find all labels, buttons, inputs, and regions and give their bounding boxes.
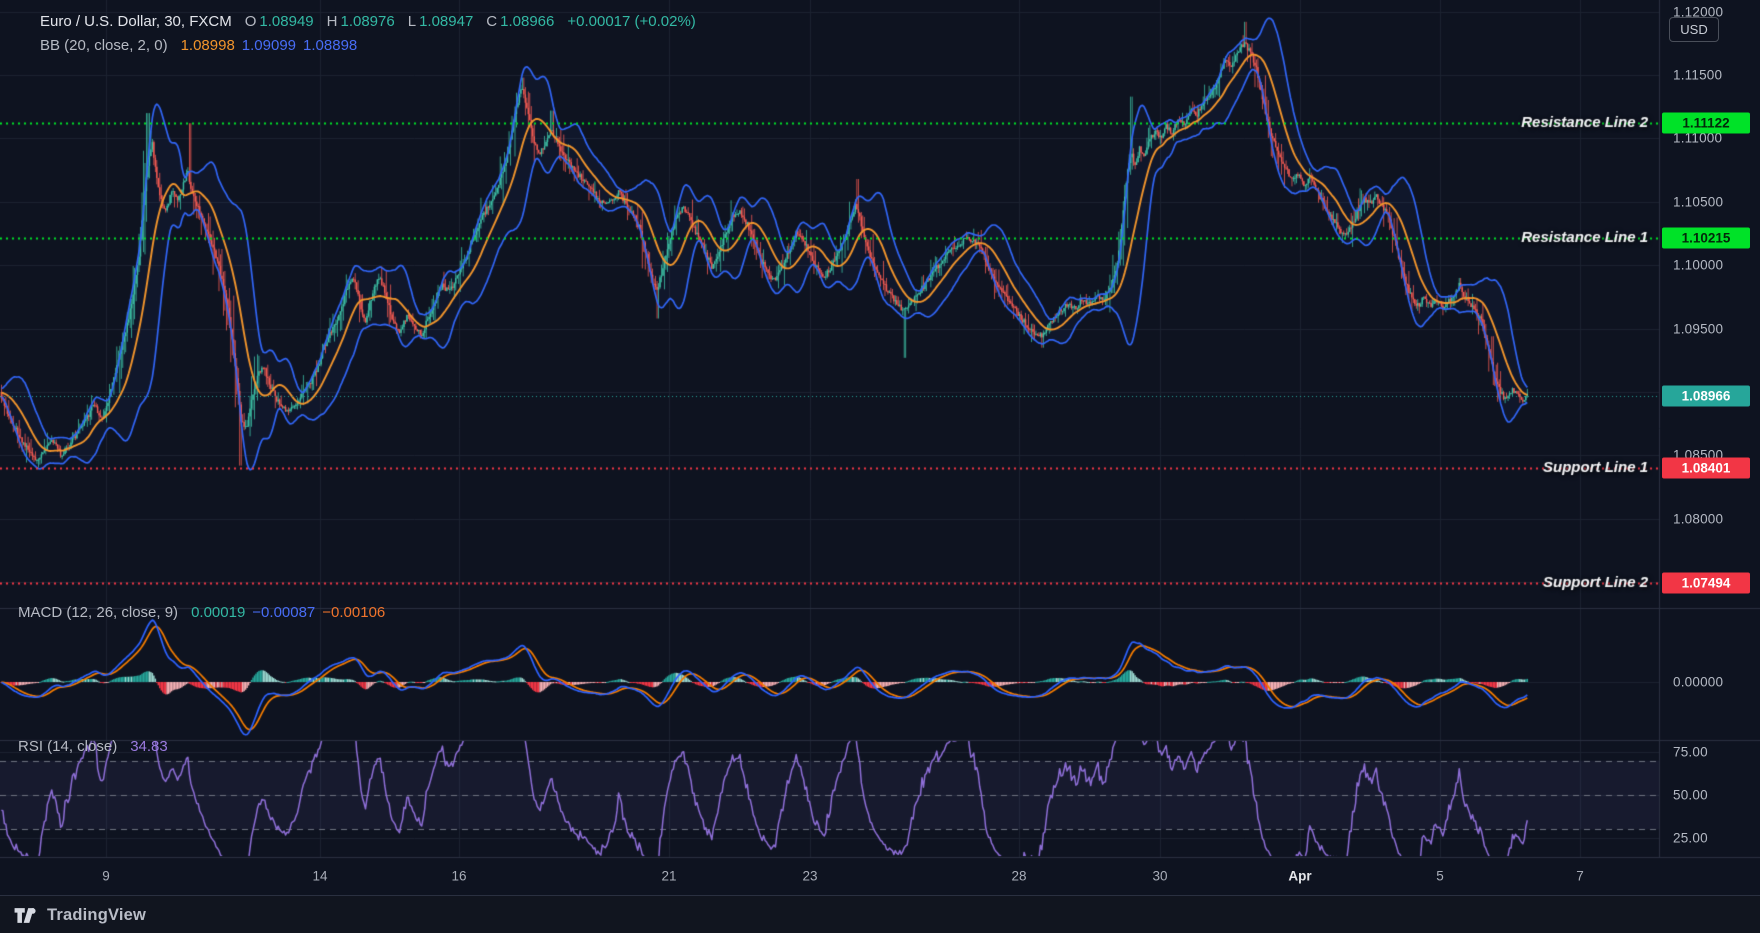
price-tick-1.08000: 1.08000: [1673, 511, 1724, 527]
macd-signal-value: −0.00106: [322, 604, 386, 621]
price-tick-1.11000: 1.11000: [1673, 130, 1723, 146]
price-axis[interactable]: USD 1.12000 1.11500 1.11000 1.10500 1.10000 1…: [1660, 0, 1760, 895]
rsi-legend[interactable]: RSI (14, close) 34.83: [18, 738, 168, 755]
macd-hist-value: 0.00019: [191, 604, 246, 621]
support-line-1-badge: 1.08401: [1662, 457, 1750, 479]
macd-zero-tick: 0.00000: [1673, 674, 1724, 690]
price-tick-1.09500: 1.09500: [1673, 321, 1724, 337]
close-label: C: [486, 13, 498, 30]
bb-label: BB (20, close, 2, 0): [40, 37, 168, 54]
macd-line-value: −0.00087: [252, 604, 316, 621]
high-label: H: [326, 13, 338, 30]
rsi-label: RSI (14, close): [18, 738, 118, 755]
open-label: O: [244, 13, 257, 30]
time-tick-16: 16: [451, 868, 467, 884]
price-tick-1.12000: 1.12000: [1673, 4, 1724, 20]
time-tick-7: 7: [1576, 868, 1584, 884]
bb-basis-value: 1.08998: [180, 37, 235, 54]
high-value: 1.08976: [340, 13, 395, 30]
rsi-tick-75.00: 75.00: [1673, 744, 1708, 760]
time-tick-14: 14: [312, 868, 328, 884]
time-tick-30: 30: [1152, 868, 1168, 884]
rsi-value: 34.83: [130, 738, 168, 755]
time-tick-28: 28: [1011, 868, 1027, 884]
rsi-tick-50.00: 50.00: [1673, 787, 1708, 803]
support-line-2-badge: 1.07494: [1662, 572, 1750, 594]
resistance-line-1-badge: 1.10215: [1662, 227, 1750, 249]
macd-label: MACD (12, 26, close, 9): [18, 604, 179, 621]
time-axis[interactable]: 9 14 16 21 23 28 30 Apr 5 7: [0, 857, 1760, 895]
last-price-badge: 1.08966: [1662, 385, 1750, 407]
symbol-title: Euro / U.S. Dollar, 30, FXCM: [40, 13, 232, 30]
time-tick-9: 9: [102, 868, 110, 884]
resistance-line-2-badge: 1.11122: [1662, 112, 1750, 134]
time-tick-5: 5: [1436, 868, 1444, 884]
open-value: 1.08949: [259, 13, 314, 30]
bb-upper-value: 1.09099: [241, 37, 297, 54]
footer-bar: TradingView: [0, 895, 1760, 933]
time-tick-Apr: Apr: [1288, 868, 1312, 884]
tradingview-logo-icon: [14, 907, 36, 923]
low-label: L: [407, 13, 417, 30]
rsi-tick-25.00: 25.00: [1673, 830, 1708, 846]
tradingview-logo-text: TradingView: [47, 905, 147, 924]
price-tick-1.10500: 1.10500: [1673, 194, 1724, 210]
bb-lower-value: 1.08898: [303, 37, 358, 54]
currency-badge: USD: [1669, 17, 1719, 42]
price-tick-1.10000: 1.10000: [1673, 257, 1724, 273]
low-value: 1.08947: [419, 13, 474, 30]
time-tick-23: 23: [802, 868, 818, 884]
tradingview-logo[interactable]: TradingView: [14, 906, 146, 925]
price-tick-1.11500: 1.11500: [1673, 67, 1723, 83]
time-tick-21: 21: [661, 868, 677, 884]
change-value: +0.00017 (+0.02%): [567, 13, 696, 30]
macd-legend[interactable]: MACD (12, 26, close, 9) 0.00019 −0.00087…: [18, 604, 385, 621]
close-value: 1.08966: [500, 13, 555, 30]
bb-legend[interactable]: BB (20, close, 2, 0) 1.08998 1.09099 1.0…: [40, 37, 357, 54]
